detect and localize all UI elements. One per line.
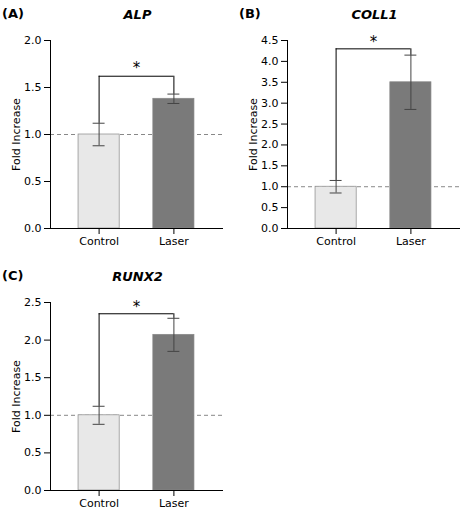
svg-text:Fold Increase: Fold Increase [10, 360, 23, 433]
svg-text:*: * [133, 59, 141, 77]
svg-text:*: * [133, 298, 141, 316]
svg-text:Laser: Laser [159, 497, 189, 510]
html-text:(C): (C) [2, 268, 24, 283]
html-text:ALP: ALP [123, 7, 152, 22]
svg-text:1.0: 1.0 [261, 180, 279, 193]
svg-text:Fold Increase: Fold Increase [10, 98, 23, 171]
svg-text:0.0: 0.0 [24, 222, 42, 235]
svg-text:3.0: 3.0 [261, 97, 279, 110]
html-text:RUNX2: RUNX2 [112, 269, 163, 284]
svg-text:4.5: 4.5 [261, 34, 279, 47]
svg-text:Laser: Laser [396, 235, 426, 248]
svg-text:1.5: 1.5 [24, 81, 42, 94]
svg-text:2.5: 2.5 [24, 296, 42, 309]
svg-text:4.0: 4.0 [261, 55, 279, 68]
svg-text:2.0: 2.0 [24, 334, 42, 347]
html-text:COLL1: COLL1 [351, 7, 398, 22]
svg-text:Laser: Laser [159, 235, 189, 248]
svg-text:0.5: 0.5 [261, 201, 279, 214]
svg-text:2.0: 2.0 [261, 138, 279, 151]
svg-text:2.0: 2.0 [24, 34, 42, 47]
svg-text:0.0: 0.0 [261, 222, 279, 235]
svg-text:Control: Control [79, 235, 119, 248]
svg-text:2.5: 2.5 [261, 118, 279, 131]
html-text:(A): (A) [2, 6, 24, 21]
svg-text:Fold Increase: Fold Increase [247, 98, 260, 171]
svg-text:3.5: 3.5 [261, 76, 279, 89]
svg-text:*: * [370, 33, 378, 51]
html-text:(B): (B) [239, 6, 261, 21]
svg-text:1.0: 1.0 [24, 409, 42, 422]
svg-text:Control: Control [316, 235, 356, 248]
svg-text:1.0: 1.0 [24, 128, 42, 141]
svg-text:0.5: 0.5 [24, 175, 42, 188]
svg-text:Control: Control [79, 497, 119, 510]
svg-text:0.5: 0.5 [24, 446, 42, 459]
svg-text:1.5: 1.5 [24, 371, 42, 384]
svg-text:0.0: 0.0 [24, 484, 42, 497]
svg-text:1.5: 1.5 [261, 159, 279, 172]
